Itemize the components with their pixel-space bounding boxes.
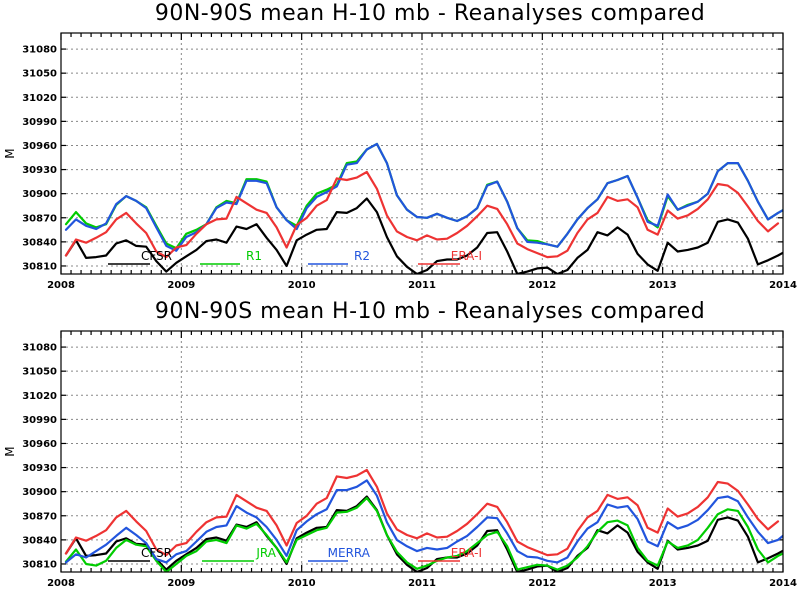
series-group	[64, 468, 783, 572]
x-tick-label: 2011	[408, 578, 436, 589]
x-tick-label: 2014	[769, 280, 797, 291]
chart-panel-bottom: 90N-90S mean H-10 mb - Reanalyses compar…	[3, 299, 797, 589]
y-tick-label: 31080	[22, 45, 57, 56]
y-tick-label: 31020	[22, 93, 57, 104]
y-tick-label: 31050	[22, 69, 57, 80]
legend-label: CFSR	[141, 249, 172, 263]
legend-label: CFSR	[141, 546, 172, 560]
plot-frame	[60, 32, 784, 275]
x-tick-label: 2010	[288, 280, 316, 291]
y-tick-label: 30900	[22, 189, 57, 200]
legend-label: ERA-I	[451, 546, 482, 560]
y-tick-label: 30810	[22, 261, 57, 272]
legend-label: MERRA	[328, 546, 371, 560]
x-tick-label: 2012	[528, 578, 556, 589]
x-tick-label: 2013	[649, 578, 677, 589]
chart-title: 90N-90S mean H-10 mb - Reanalyses compar…	[155, 299, 705, 324]
y-tick-label: 30930	[22, 463, 57, 474]
series-line-era-i	[64, 468, 780, 557]
y-axis-label: M	[3, 446, 17, 456]
x-tick-label: 2014	[769, 578, 797, 589]
series-group	[64, 142, 783, 274]
y-tick-label: 30900	[22, 487, 57, 498]
y-tick-label: 30810	[22, 559, 57, 570]
y-tick-label: 30930	[22, 165, 57, 176]
y-tick-label: 30960	[22, 439, 57, 450]
y-tick-label: 30960	[22, 141, 57, 152]
series-line-cfsr	[64, 197, 783, 274]
x-tick-label: 2008	[47, 280, 75, 291]
x-tick-label: 2008	[47, 578, 75, 589]
legend-label: ERA-I	[451, 249, 482, 263]
y-tick-label: 30870	[22, 213, 57, 224]
series-line-jra	[64, 497, 783, 572]
x-tick-label: 2012	[528, 280, 556, 291]
y-tick-label: 30870	[22, 511, 57, 522]
series-line-r1	[64, 142, 783, 250]
chart-title: 90N-90S mean H-10 mb - Reanalyses compar…	[155, 1, 705, 26]
series-line-merra	[64, 479, 783, 564]
legend-label: R2	[354, 249, 370, 263]
y-tick-label: 31020	[22, 391, 57, 402]
legend-label: JRA	[255, 546, 276, 560]
y-tick-label: 31050	[22, 367, 57, 378]
y-tick-label: 30840	[22, 535, 57, 546]
legend-label: R1	[246, 249, 262, 263]
x-tick-label: 2011	[408, 280, 436, 291]
y-axis-label: M	[3, 148, 17, 158]
y-tick-label: 31080	[22, 343, 57, 354]
plot-frame	[60, 330, 784, 573]
x-tick-label: 2013	[649, 280, 677, 291]
y-tick-label: 30990	[22, 415, 57, 426]
x-tick-label: 2009	[167, 280, 195, 291]
series-line-era-i	[64, 170, 780, 259]
x-tick-label: 2010	[288, 578, 316, 589]
chart-panel-top: 90N-90S mean H-10 mb - Reanalyses compar…	[3, 1, 797, 291]
y-tick-label: 30990	[22, 117, 57, 128]
series-line-r2	[64, 142, 783, 252]
y-tick-label: 30840	[22, 237, 57, 248]
x-tick-label: 2009	[167, 578, 195, 589]
